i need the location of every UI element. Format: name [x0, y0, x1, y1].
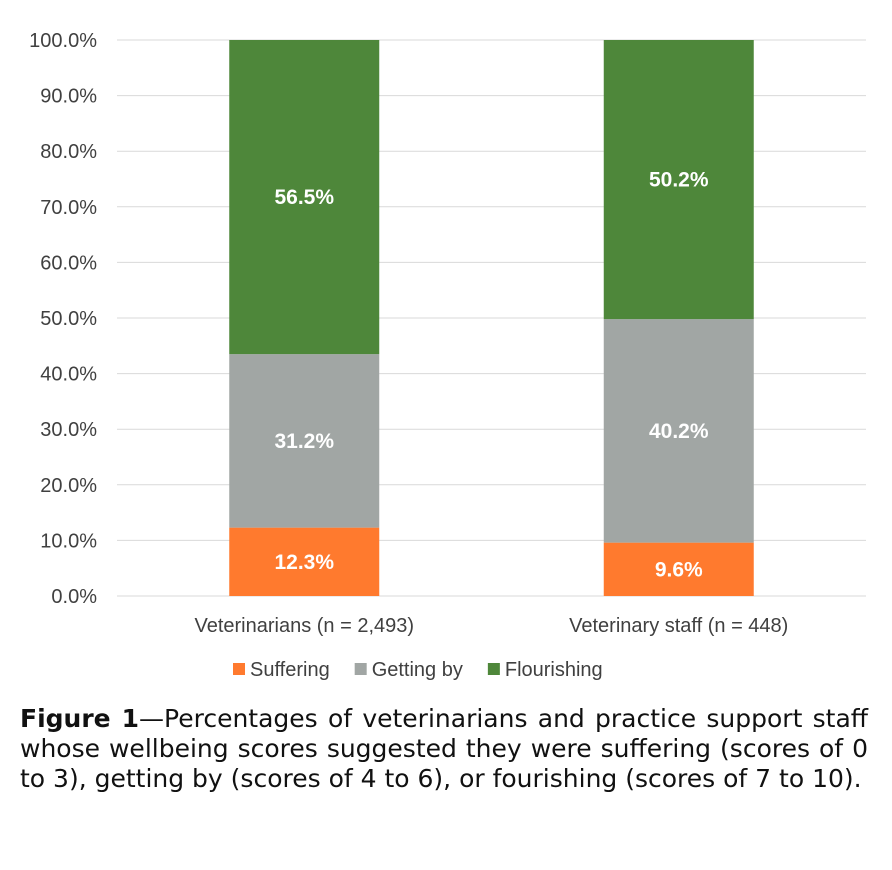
legend-label: Flourishing — [505, 659, 603, 681]
y-tick-label: 100.0% — [29, 30, 97, 52]
legend-swatch — [354, 663, 367, 675]
data-labels: 12.3% 31.2% 56.5% 9.6% 40.2% 50.2% — [274, 169, 708, 582]
legend-swatch — [233, 663, 245, 675]
category-label: Veterinarians (n = 2,493) — [194, 615, 414, 637]
data-label: 40.2% — [649, 420, 709, 443]
figure-caption-label: Figure 1 — [20, 704, 140, 733]
data-label: 56.5% — [274, 186, 334, 209]
bar-segment-flourishing — [603, 40, 754, 320]
x-axis-categories: Veterinarians (n = 2,493) Veterinary staf… — [194, 615, 788, 637]
y-tick-label: 0.0% — [51, 586, 97, 608]
data-label: 50.2% — [649, 169, 709, 192]
category-label: Veterinary staff (n = 448) — [569, 615, 788, 637]
bars — [229, 40, 754, 596]
y-tick-label: 50.0% — [40, 308, 97, 330]
stacked-bar-chart: 0.0% 10.0% 20.0% 30.0% 40.0% 50.0% 60.0% 70.0% 8… — [29, 30, 866, 681]
bar-segment-suffering — [603, 542, 754, 596]
bar-segment-getting-by — [603, 319, 754, 543]
y-tick-label: 30.0% — [40, 419, 97, 441]
bar-segment-flourishing — [229, 40, 380, 355]
bar-segment-suffering — [229, 527, 380, 596]
y-axis-ticks: 0.0% 10.0% 20.0% 30.0% 40.0% 50.0% 60.0% 70.0% 8… — [29, 30, 97, 608]
data-label: 9.6% — [655, 558, 703, 581]
data-label: 12.3% — [274, 551, 334, 574]
data-label: 31.2% — [274, 430, 334, 453]
figure-caption-text: —Percentages of veterinarians and practi… — [20, 704, 868, 793]
y-tick-label: 70.0% — [40, 197, 97, 219]
legend-label: Getting by — [372, 659, 463, 681]
y-tick-label: 40.0% — [40, 364, 97, 386]
legend-swatch — [487, 663, 500, 675]
y-tick-label: 90.0% — [40, 86, 97, 108]
y-tick-label: 10.0% — [40, 530, 97, 552]
y-tick-label: 20.0% — [40, 475, 97, 497]
legend-label: Suffering — [250, 659, 330, 681]
y-tick-label: 60.0% — [40, 252, 97, 274]
bar-segment-getting-by — [229, 354, 380, 528]
legend: Suffering Getting by Flourishing — [233, 659, 603, 681]
y-tick-label: 80.0% — [40, 141, 97, 163]
figure-caption: Figure 1—Percentages of veterinarians an… — [20, 704, 868, 794]
